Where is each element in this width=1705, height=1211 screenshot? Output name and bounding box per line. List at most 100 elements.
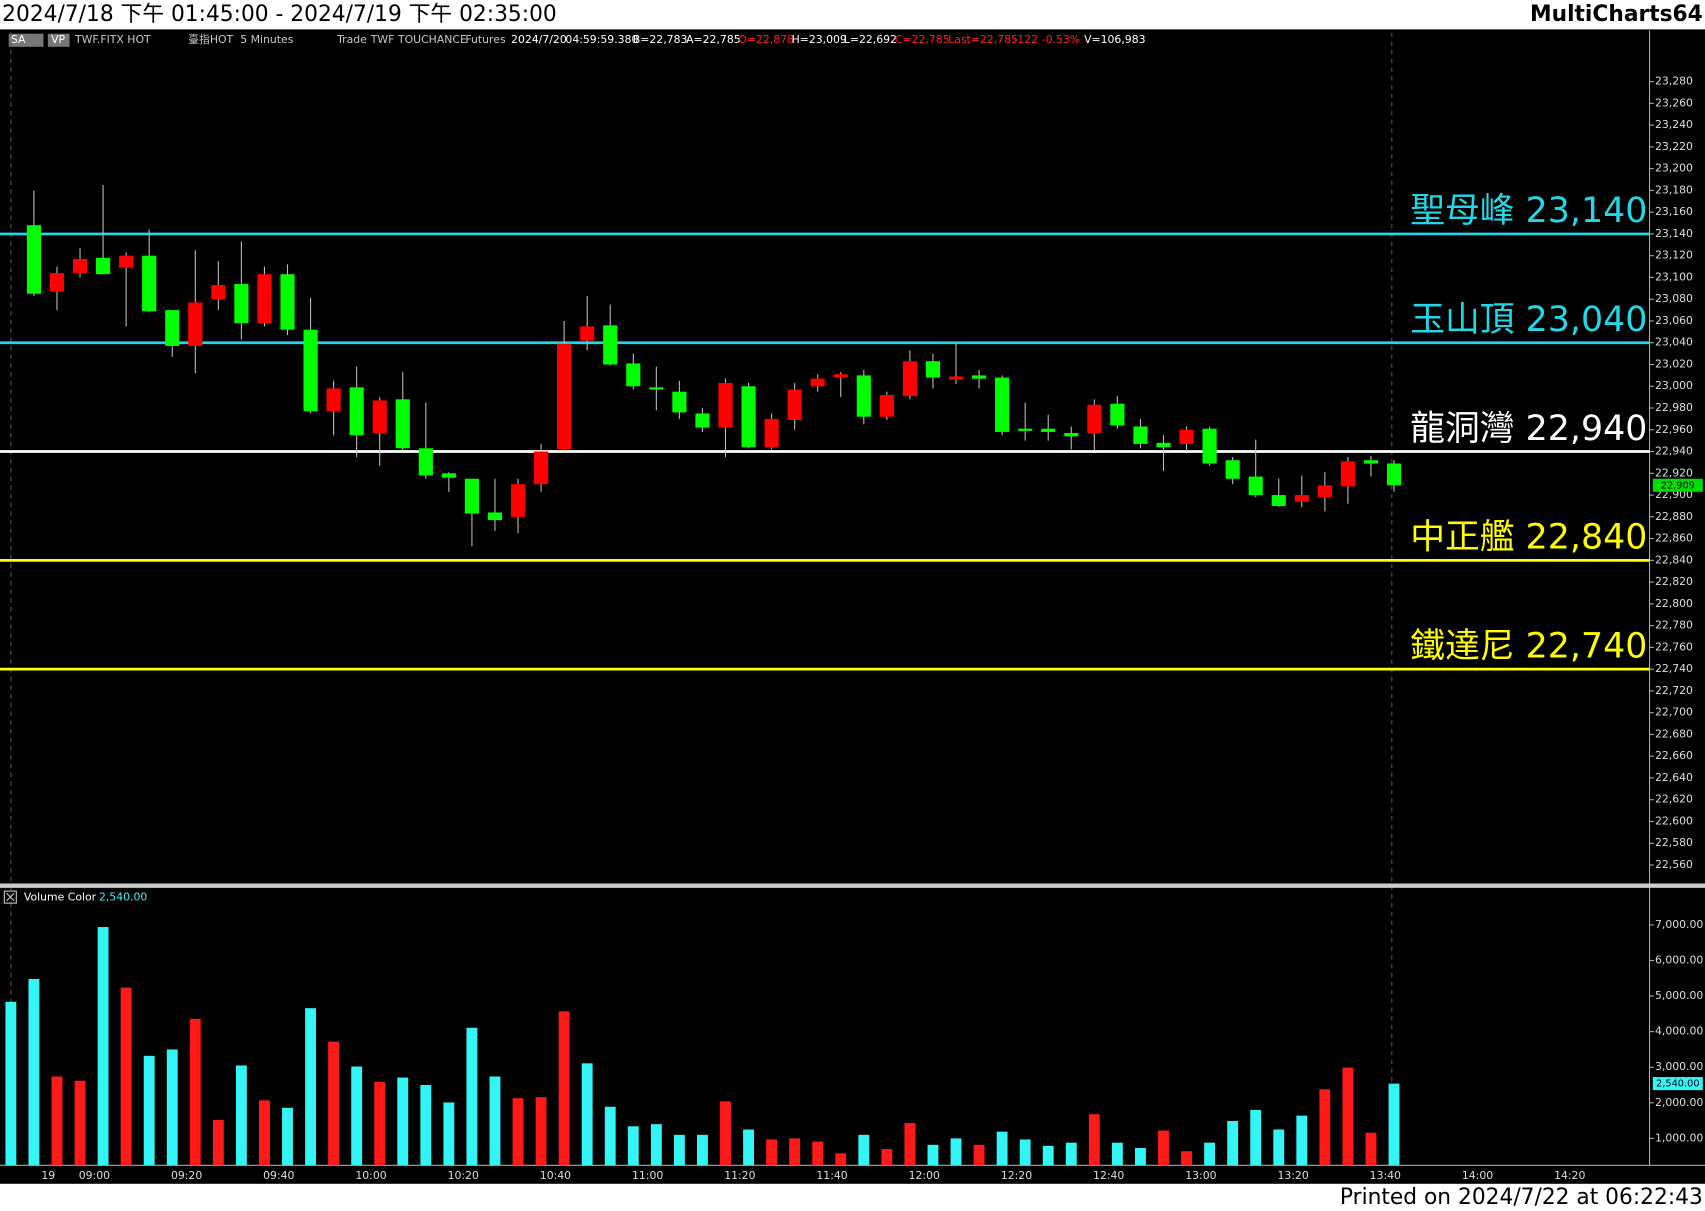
volume-bar xyxy=(1042,1145,1054,1166)
toolbar-item: 2024/7/20 xyxy=(511,33,567,46)
toolbar-item: C=22,785 xyxy=(895,33,950,46)
y-tick-label: 22,740 xyxy=(1655,662,1693,675)
volume-bar xyxy=(259,1100,270,1166)
volume-bar xyxy=(720,1101,731,1166)
volume-bar xyxy=(1088,1114,1100,1166)
y-tick-label: 22,600 xyxy=(1655,814,1693,827)
toolbar-item: -0.53% xyxy=(1042,33,1080,46)
y-tick-label: 23,040 xyxy=(1655,336,1693,349)
title-bar xyxy=(0,0,1705,30)
volume-bar xyxy=(858,1134,870,1166)
candle-body xyxy=(211,285,226,300)
last-volume-box xyxy=(1652,1077,1703,1091)
volume-bar xyxy=(812,1141,824,1166)
vp-button[interactable] xyxy=(47,33,70,47)
printed-on: Printed on 2024/7/22 at 06:22:43 xyxy=(1340,1185,1703,1210)
x-tick-label: 13:40 xyxy=(1370,1169,1401,1182)
candle-body xyxy=(948,376,964,380)
candle-body xyxy=(856,375,871,417)
y-tick-label: 22,720 xyxy=(1655,684,1693,697)
volume-bar xyxy=(328,1041,340,1166)
level-value: 22,740 xyxy=(1526,626,1648,666)
candle-body xyxy=(718,382,733,428)
toolbar-item: O=22,878 xyxy=(738,33,794,46)
volume-bar xyxy=(950,1138,962,1166)
candle-body xyxy=(534,451,549,485)
volume-bar xyxy=(489,1076,501,1166)
toolbar-item: SA xyxy=(11,33,26,46)
y-tick-label: 22,680 xyxy=(1655,727,1693,740)
x-tick-label: 14:00 xyxy=(1462,1169,1493,1182)
volume-bar xyxy=(51,1076,63,1166)
volume-bar xyxy=(973,1144,985,1166)
candle-body xyxy=(580,326,595,341)
sa-button[interactable] xyxy=(8,33,44,47)
toolbar-item: H=23,009 xyxy=(792,33,847,46)
volume-bar xyxy=(305,1008,316,1166)
candle-body xyxy=(1317,485,1332,498)
volume-bar xyxy=(835,1153,847,1166)
volume-title: Volume Color xyxy=(24,891,97,904)
y-tick-label: 6,000.00 xyxy=(1655,953,1703,966)
y-tick-label: 23,160 xyxy=(1655,205,1693,218)
app-name: MultiCharts64 xyxy=(1530,2,1703,27)
y-tick-label: 22,660 xyxy=(1655,749,1693,762)
volume-bar xyxy=(282,1107,293,1166)
y-tick-label: 23,140 xyxy=(1655,227,1693,240)
volume-bar xyxy=(5,1001,17,1166)
candle-body xyxy=(464,478,479,514)
y-tick-label: 22,620 xyxy=(1655,793,1693,806)
x-tick-label: 09:40 xyxy=(263,1169,294,1182)
y-tick-label: 22,580 xyxy=(1655,836,1693,849)
candle-body xyxy=(626,363,641,387)
volume-bar xyxy=(120,987,132,1166)
y-tick-label: 23,180 xyxy=(1655,183,1693,196)
last-volume: 2,540.00 xyxy=(1656,1079,1699,1090)
candle-body xyxy=(902,361,917,397)
candle-body xyxy=(418,448,433,476)
volume-bar xyxy=(97,927,109,1166)
candle-body xyxy=(672,391,687,413)
toolbar-item: Trade xyxy=(336,33,367,46)
y-tick-label: 23,200 xyxy=(1655,162,1693,175)
x-tick-label: 10:20 xyxy=(448,1169,479,1182)
candle-body xyxy=(1202,428,1217,464)
candle-body xyxy=(741,386,756,448)
x-tick-label: 09:20 xyxy=(171,1169,202,1182)
candle-body xyxy=(234,283,249,324)
y-tick-label: 22,640 xyxy=(1655,771,1693,784)
volume-bar xyxy=(1158,1130,1169,1166)
volume-bar xyxy=(904,1123,916,1166)
toolbar-item: Futures xyxy=(465,33,506,46)
y-tick-label: 22,880 xyxy=(1655,510,1693,523)
volume-bar xyxy=(697,1134,708,1166)
volume-bar xyxy=(1181,1151,1192,1166)
y-tick-label: 23,280 xyxy=(1655,75,1693,88)
y-tick-label: 22,960 xyxy=(1655,423,1693,436)
volume-bar xyxy=(420,1085,432,1166)
candle-body xyxy=(1225,460,1240,479)
candle-body xyxy=(925,361,941,378)
x-tick-label: 12:00 xyxy=(909,1169,940,1182)
y-tick-label: 22,840 xyxy=(1655,553,1693,566)
close-volume-pane[interactable] xyxy=(3,890,17,904)
y-tick-label: 4,000.00 xyxy=(1655,1025,1703,1038)
candle-body xyxy=(26,225,41,294)
level-label: 龍洞灣 22,940 xyxy=(1410,409,1647,449)
y-tick-label: 23,220 xyxy=(1655,140,1693,153)
volume-bar xyxy=(604,1106,616,1166)
volume-bar xyxy=(1019,1139,1031,1166)
volume-bar xyxy=(74,1080,86,1166)
toolbar-item: VP xyxy=(51,33,65,46)
x-tick-label: 10:40 xyxy=(540,1169,571,1182)
candle-body xyxy=(188,302,203,346)
volume-bar xyxy=(650,1124,662,1166)
candle-body xyxy=(1041,428,1056,432)
volume-bar xyxy=(881,1149,893,1166)
x-tick-label: 14:20 xyxy=(1554,1169,1585,1182)
volume-bar xyxy=(212,1119,224,1166)
volume-bar xyxy=(1365,1132,1377,1166)
volume-bar xyxy=(535,1097,547,1166)
toolbar-item: -122 xyxy=(1013,33,1038,46)
